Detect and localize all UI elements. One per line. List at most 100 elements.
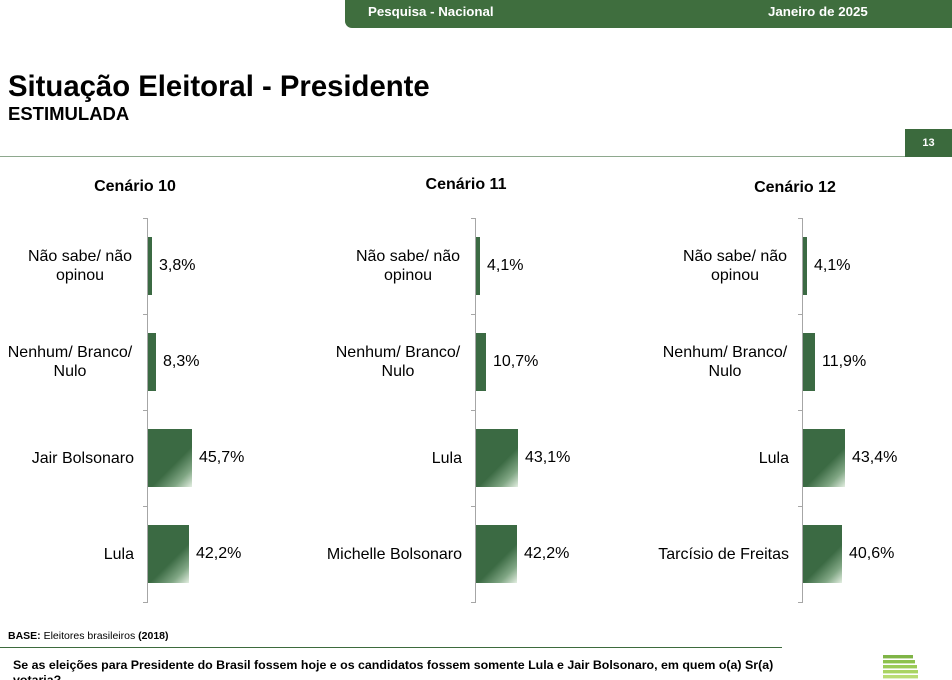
category-label-box: Não sabe/ não opinou bbox=[0, 218, 134, 314]
category-row: Nenhum/ Branco/ Nulo 8,3% bbox=[0, 314, 290, 410]
axis-tick bbox=[143, 506, 147, 507]
category-label-box: Tarcísio de Freitas bbox=[655, 506, 789, 602]
axis-tick bbox=[798, 218, 802, 219]
stacked-stripes-logo-icon bbox=[883, 655, 918, 679]
bar bbox=[803, 429, 845, 487]
bar-value-label: 4,1% bbox=[814, 257, 851, 274]
bar bbox=[148, 429, 192, 487]
category-row: Nenhum/ Branco/ Nulo 11,9% bbox=[655, 314, 945, 410]
base-note: BASE: Eleitores brasileiros (2018) bbox=[8, 629, 169, 643]
logo-stripe bbox=[883, 655, 913, 659]
category-label: Lula bbox=[103, 545, 134, 563]
category-label: Tarcísio de Freitas bbox=[658, 545, 789, 563]
chart-cenario: Cenário 11 Não sabe/ não opinou 4,1% Nenhu… bbox=[326, 0, 618, 610]
chart-title: Cenário 12 bbox=[754, 179, 836, 196]
axis-tick bbox=[471, 218, 475, 219]
bar bbox=[476, 237, 480, 295]
title-divider bbox=[0, 156, 905, 157]
survey-name: Pesquisa - Nacional bbox=[368, 4, 494, 19]
category-row: Jair Bolsonaro 45,7% bbox=[0, 410, 290, 506]
category-label-box: Jair Bolsonaro bbox=[0, 410, 134, 506]
category-axis-line bbox=[802, 218, 803, 603]
bar-value-label: 3,8% bbox=[159, 257, 196, 274]
category-row: Nenhum/ Branco/ Nulo 10,7% bbox=[328, 314, 618, 410]
category-label: Jair Bolsonaro bbox=[31, 449, 134, 467]
category-label-box: Nenhum/ Branco/ Nulo bbox=[655, 314, 789, 410]
footer-divider bbox=[0, 647, 782, 648]
base-year: (2018) bbox=[138, 630, 169, 642]
bar-value-label: 11,9% bbox=[822, 353, 867, 370]
category-label: Não sabe/ não opinou bbox=[682, 248, 788, 284]
category-row: Lula 43,4% bbox=[655, 410, 945, 506]
category-axis-line bbox=[475, 218, 476, 603]
bar-value-label: 43,1% bbox=[525, 449, 571, 466]
category-label-box: Não sabe/ não opinou bbox=[328, 218, 462, 314]
category-row: Tarcísio de Freitas 40,6% bbox=[655, 506, 945, 602]
category-axis-line bbox=[147, 218, 148, 603]
bar-value-label: 45,7% bbox=[199, 449, 245, 466]
category-row: Michelle Bolsonaro 42,2% bbox=[326, 506, 618, 602]
bar-value-label: 43,4% bbox=[852, 449, 898, 466]
category-label: Não sabe/ não opinou bbox=[27, 248, 133, 284]
bar-value-label: 10,7% bbox=[493, 353, 539, 370]
category-label: Lula bbox=[431, 449, 462, 467]
axis-tick bbox=[798, 410, 802, 411]
bar bbox=[803, 333, 815, 391]
page-subtitle: ESTIMULADA bbox=[8, 103, 130, 124]
survey-date: Janeiro de 2025 bbox=[768, 4, 868, 19]
category-row: Lula 42,2% bbox=[0, 506, 290, 602]
bar-value-label: 4,1% bbox=[487, 257, 524, 274]
axis-tick bbox=[143, 314, 147, 315]
chart-cenario: Cenário 12 Não sabe/ não opinou 4,1% Nenhu… bbox=[655, 0, 945, 610]
category-label-box: Lula bbox=[328, 410, 462, 506]
survey-question: Se as eleições para Presidente do Brasil… bbox=[13, 658, 774, 680]
category-label: Não sabe/ não opinou bbox=[355, 248, 461, 284]
header-bar: Pesquisa - Nacional Janeiro de 2025 bbox=[345, 0, 952, 28]
category-row: Lula 43,1% bbox=[328, 410, 618, 506]
bar-value-label: 42,2% bbox=[524, 545, 570, 562]
category-label-box: Michelle Bolsonaro bbox=[326, 506, 462, 602]
chart-title: Cenário 10 bbox=[94, 178, 176, 195]
category-label: Nenhum/ Branco/ Nulo bbox=[335, 344, 461, 380]
category-label-box: Nenhum/ Branco/ Nulo bbox=[0, 314, 134, 410]
axis-tick bbox=[143, 218, 147, 219]
category-label-box: Nenhum/ Branco/ Nulo bbox=[328, 314, 462, 410]
axis-tick bbox=[471, 506, 475, 507]
bar bbox=[148, 333, 156, 391]
page-title: Situação Eleitoral - Presidente bbox=[8, 70, 430, 103]
category-row: Não sabe/ não opinou 4,1% bbox=[328, 218, 618, 314]
bar bbox=[803, 525, 842, 583]
chart-title: Cenário 11 bbox=[425, 176, 507, 193]
category-label-box: Não sabe/ não opinou bbox=[655, 218, 789, 314]
axis-tick bbox=[143, 602, 147, 603]
bar-value-label: 42,2% bbox=[196, 545, 242, 562]
axis-tick bbox=[471, 410, 475, 411]
category-label-box: Lula bbox=[0, 506, 134, 602]
category-label: Lula bbox=[758, 449, 789, 467]
base-label: BASE: bbox=[8, 630, 41, 642]
bar bbox=[476, 525, 517, 583]
category-row: Não sabe/ não opinou 3,8% bbox=[0, 218, 290, 314]
category-row: Não sabe/ não opinou 4,1% bbox=[655, 218, 945, 314]
page-number: 13 bbox=[905, 129, 952, 157]
category-label-box: Lula bbox=[655, 410, 789, 506]
axis-tick bbox=[798, 602, 802, 603]
base-text: Eleitores brasileiros bbox=[43, 630, 136, 642]
category-label: Nenhum/ Branco/ Nulo bbox=[7, 344, 133, 380]
logo-stripe bbox=[883, 670, 918, 674]
axis-tick bbox=[143, 410, 147, 411]
axis-tick bbox=[471, 602, 475, 603]
bar bbox=[476, 429, 518, 487]
chart-cenario: Cenário 10 Não sabe/ não opinou 3,8% Nenhu… bbox=[0, 0, 290, 610]
bar-value-label: 8,3% bbox=[163, 353, 200, 370]
bar bbox=[476, 333, 486, 391]
logo-stripe bbox=[883, 675, 918, 679]
category-label: Michelle Bolsonaro bbox=[326, 545, 462, 563]
axis-tick bbox=[798, 314, 802, 315]
bar bbox=[148, 525, 189, 583]
logo-stripe bbox=[883, 660, 915, 664]
category-label: Nenhum/ Branco/ Nulo bbox=[662, 344, 788, 380]
bar bbox=[148, 237, 152, 295]
axis-tick bbox=[798, 506, 802, 507]
bar bbox=[803, 237, 807, 295]
